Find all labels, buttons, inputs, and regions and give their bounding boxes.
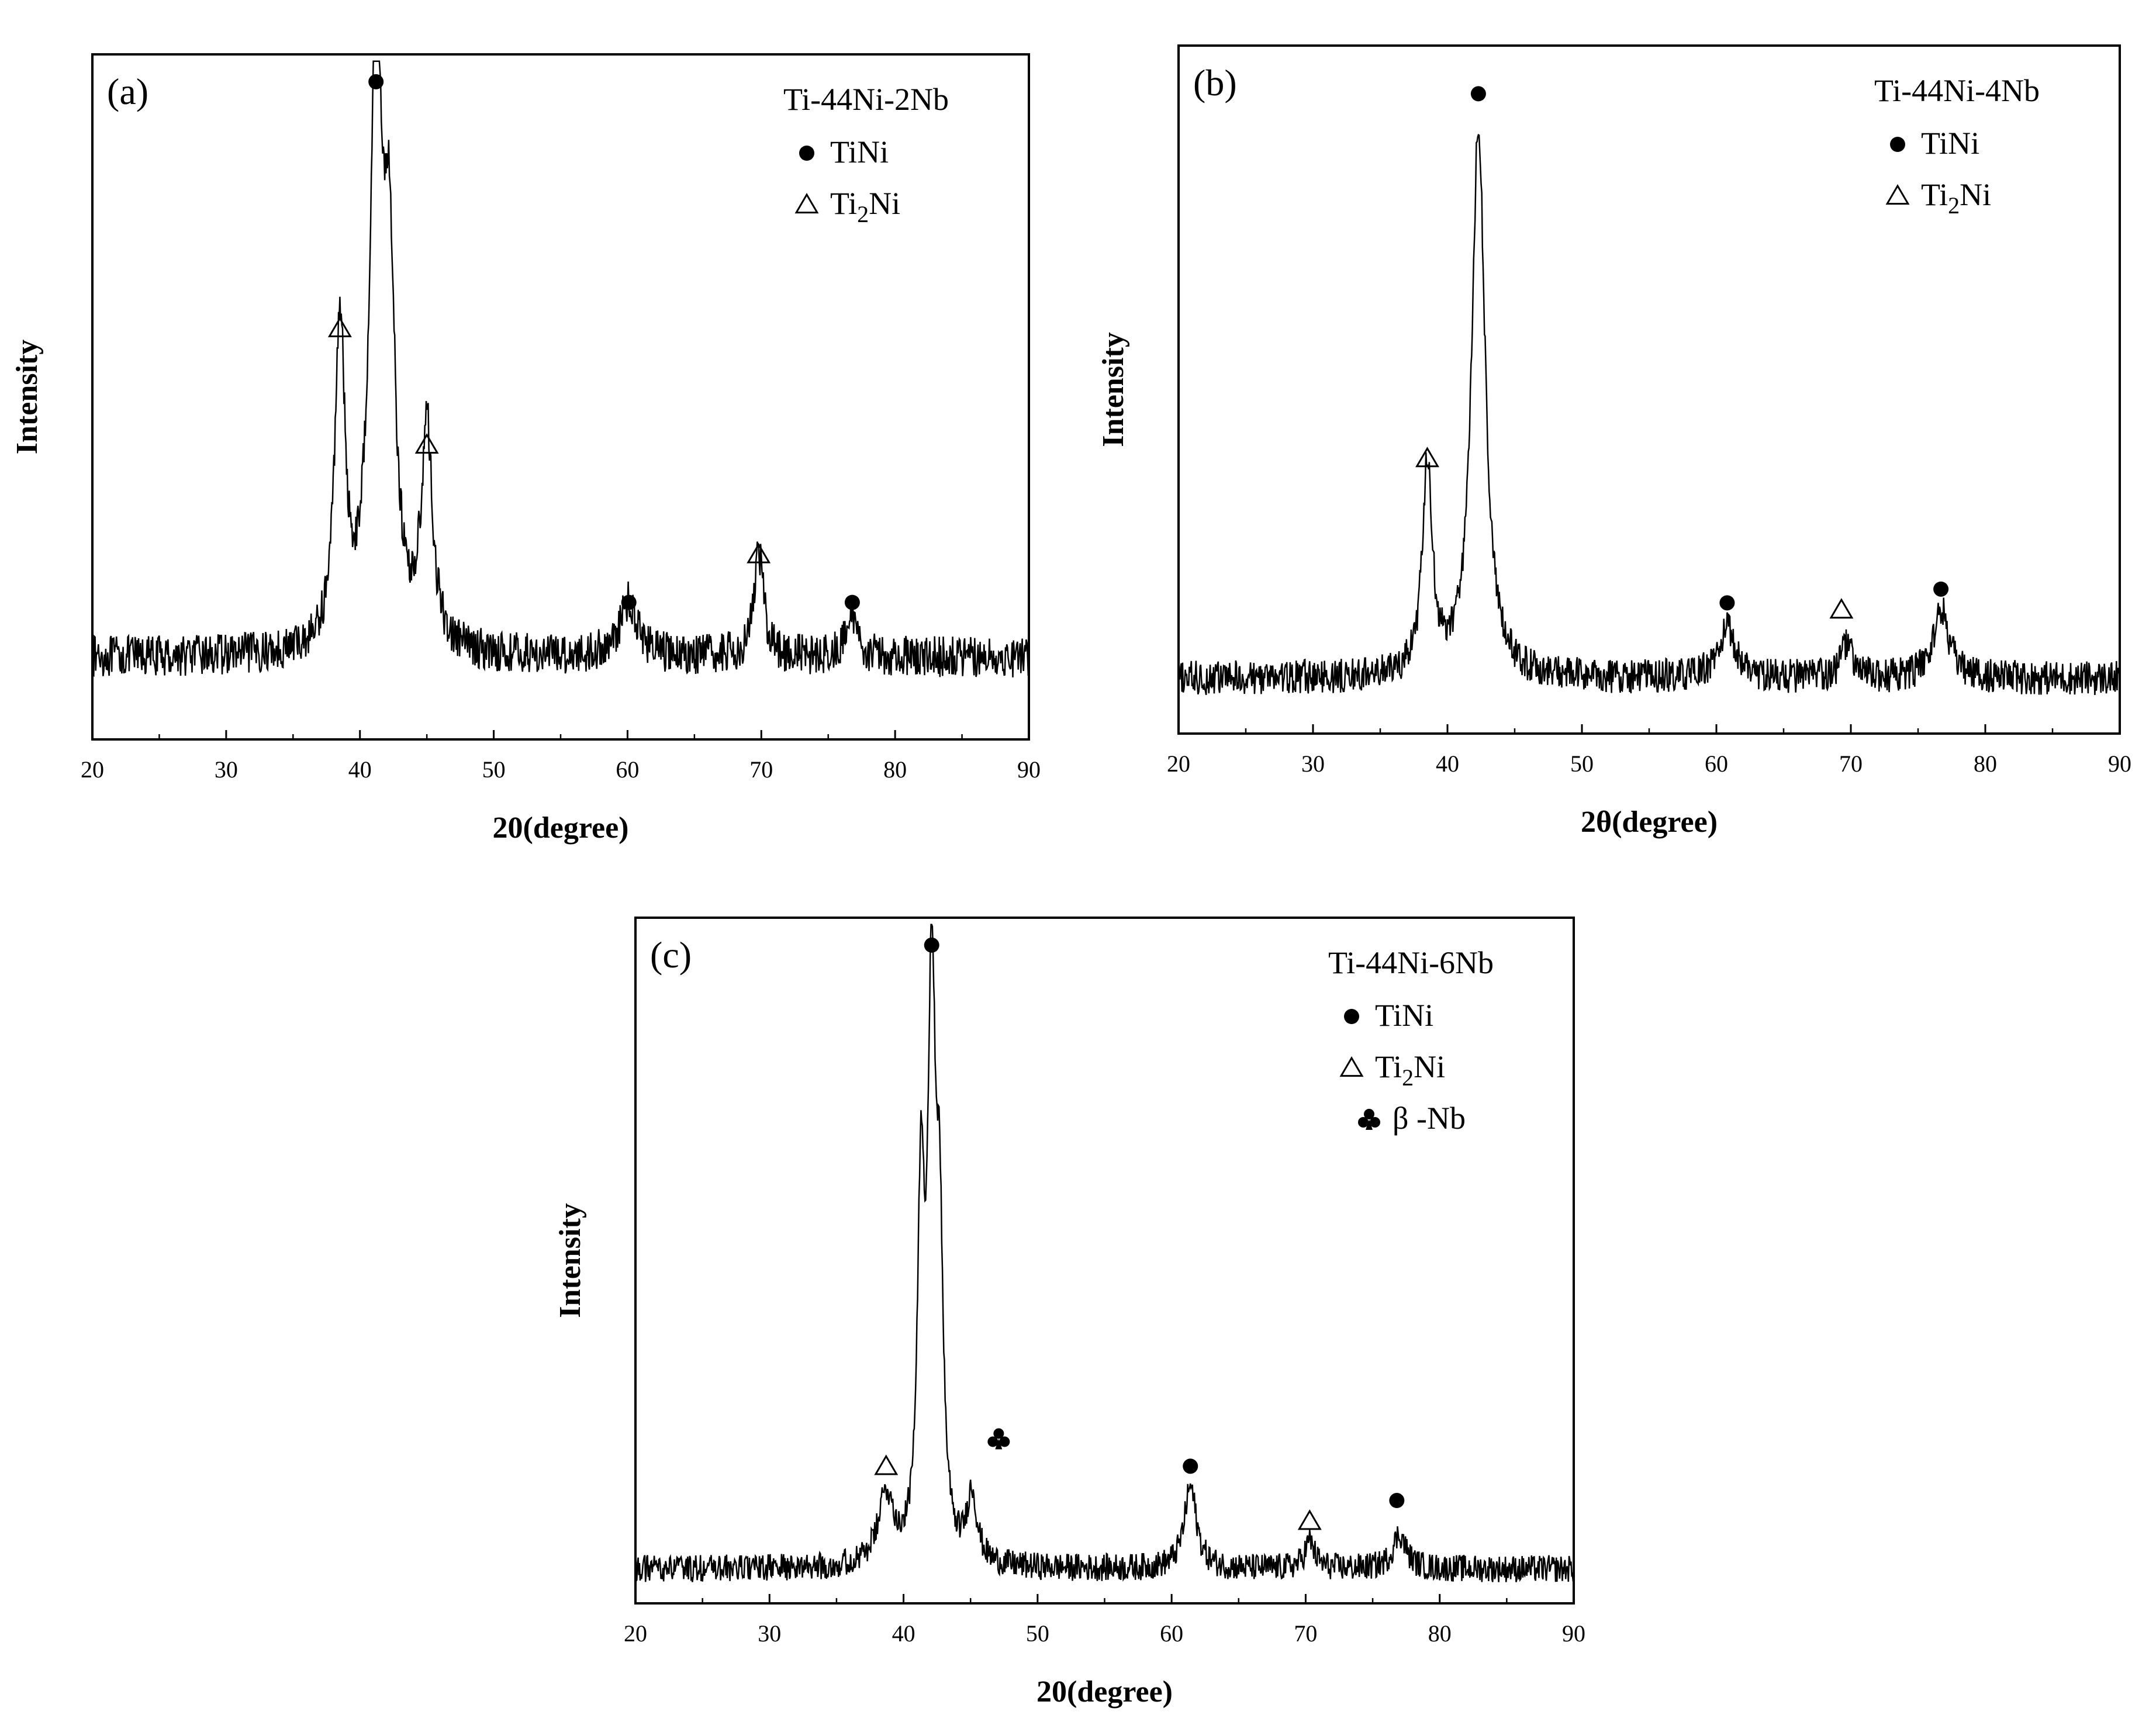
- x-tick-label: 50: [1570, 751, 1594, 777]
- legend-label: β -Nb: [1393, 1101, 1466, 1136]
- x-tick-label: 30: [215, 756, 238, 783]
- panel-label: (c): [650, 934, 692, 976]
- legend-club-icon: [1358, 1109, 1380, 1130]
- peak-circle-marker: [1470, 86, 1486, 102]
- peak-circle-marker: [1389, 1493, 1405, 1509]
- peak-club-marker: [987, 1428, 1010, 1450]
- legend-circle-icon: [799, 146, 814, 161]
- y-axis-title: Intensity: [554, 1203, 587, 1318]
- x-tick-label: 20: [1167, 751, 1190, 777]
- peak-triangle-marker: [1297, 1509, 1322, 1530]
- legend-label: Ti2Ni: [830, 186, 900, 227]
- x-tick-label: 20: [624, 1620, 647, 1647]
- x-axis-title: 20(degree): [493, 811, 629, 845]
- peak-circle-marker: [368, 74, 384, 89]
- x-tick-label: 40: [1436, 751, 1459, 777]
- legend-label: TiNi: [830, 134, 889, 170]
- x-tick-label: 30: [758, 1620, 781, 1647]
- x-tick-label: 50: [1026, 1620, 1049, 1647]
- x-tick-label: 90: [1017, 756, 1041, 783]
- x-tick-label: 60: [1160, 1620, 1183, 1647]
- x-tick-label: 60: [1705, 751, 1728, 777]
- legend-label: Ti2Ni: [1921, 177, 1991, 219]
- legend-triangle-icon: [794, 193, 819, 214]
- x-tick-label: 70: [1294, 1620, 1317, 1647]
- x-axis-title: 2θ(degree): [1581, 805, 1718, 839]
- x-axis-title: 20(degree): [1036, 1675, 1173, 1709]
- x-tick-label: 50: [482, 756, 506, 783]
- x-tick-label: 60: [616, 756, 639, 783]
- xrd-trace: [91, 60, 1030, 677]
- x-tick-label: 80: [883, 756, 907, 783]
- legend: Ti-44Ni-2Nb TiNi Ti2Ni: [783, 82, 949, 227]
- x-tick-label: 80: [1428, 1620, 1452, 1647]
- peak-circle-marker: [924, 937, 939, 953]
- peak-circle-marker: [844, 594, 860, 610]
- legend-triangle-icon: [1339, 1056, 1364, 1077]
- x-tick-label: 40: [892, 1620, 915, 1647]
- x-tick-label: 90: [1562, 1620, 1585, 1647]
- legend-title: Ti-44Ni-6Nb: [1328, 945, 1494, 980]
- peak-circle-marker: [1933, 581, 1949, 597]
- peak-circle-marker: [1183, 1458, 1198, 1474]
- peak-triangle-marker: [327, 316, 352, 337]
- peak-circle-marker: [621, 594, 637, 610]
- legend: Ti-44Ni-6Nb TiNi Ti2Ni β -Nb: [1328, 945, 1494, 1136]
- xrd-trace: [634, 924, 1575, 1583]
- y-axis-title: Intensity: [1097, 332, 1130, 447]
- legend-label: TiNi: [1375, 998, 1433, 1033]
- xrd-trace: [1177, 133, 2121, 696]
- x-tick-label: 90: [2108, 751, 2131, 777]
- x-tick-label: 20: [81, 756, 104, 783]
- legend-label: Ti2Ni: [1375, 1049, 1445, 1091]
- peak-triangle-marker: [1829, 598, 1854, 619]
- panel-label: (a): [107, 71, 148, 112]
- legend-title: Ti-44Ni-2Nb: [783, 82, 949, 117]
- peak-triangle-marker: [414, 433, 439, 454]
- panel-b: 20 30 40 50 60 70 80 90 2θ(degree) Intensity (b) Ti…: [1097, 44, 2131, 839]
- legend-triangle-icon: [1885, 184, 1910, 205]
- x-tick-label: 30: [1301, 751, 1325, 777]
- legend-label: TiNi: [1921, 126, 1979, 161]
- legend: Ti-44Ni-4Nb TiNi Ti2Ni: [1874, 73, 2040, 219]
- x-tick-label: 70: [1839, 751, 1863, 777]
- peak-circle-marker: [1719, 595, 1735, 611]
- y-axis-title: Intensity: [11, 340, 44, 454]
- panel-label: (b): [1193, 62, 1237, 103]
- peak-triangle-marker: [747, 542, 771, 563]
- legend-title: Ti-44Ni-4Nb: [1874, 73, 2040, 108]
- x-tick-label: 80: [1974, 751, 1997, 777]
- panel-a: 20 30 40 50 60 70 80 90 20(degree) Intensity (a) Ti…: [11, 53, 1041, 845]
- x-tick-label: 40: [348, 756, 372, 783]
- legend-circle-icon: [1890, 137, 1905, 152]
- panel-c: 20 30 40 50 60 70 80 90 20(degree) Intensity (c) Ti…: [554, 917, 1585, 1709]
- x-tick-label: 70: [749, 756, 773, 783]
- peak-triangle-marker: [1415, 447, 1439, 468]
- legend-circle-icon: [1344, 1009, 1359, 1024]
- peak-triangle-marker: [874, 1454, 899, 1475]
